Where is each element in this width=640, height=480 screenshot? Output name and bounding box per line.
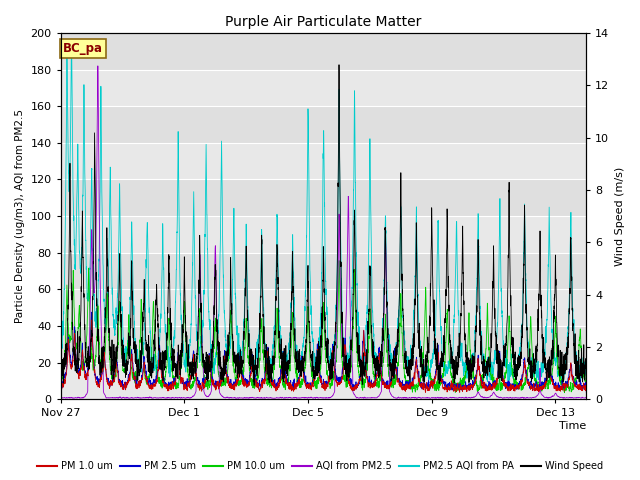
X-axis label: Time: Time (559, 421, 586, 431)
Text: BC_pa: BC_pa (63, 42, 103, 55)
Y-axis label: Wind Speed (m/s): Wind Speed (m/s) (615, 167, 625, 266)
Bar (61, 33, 586, 70)
Bar (61, 106, 586, 143)
Y-axis label: Particle Density (ug/m3), AQI from PM2.5: Particle Density (ug/m3), AQI from PM2.5 (15, 109, 25, 323)
Bar (61, 326, 586, 362)
Title: Purple Air Particulate Matter: Purple Air Particulate Matter (225, 15, 422, 29)
Legend: PM 1.0 um, PM 2.5 um, PM 10.0 um, AQI from PM2.5, PM2.5 AQI from PA, Wind Speed: PM 1.0 um, PM 2.5 um, PM 10.0 um, AQI fr… (33, 457, 607, 475)
Bar (61, 252, 586, 289)
Bar (61, 180, 586, 216)
